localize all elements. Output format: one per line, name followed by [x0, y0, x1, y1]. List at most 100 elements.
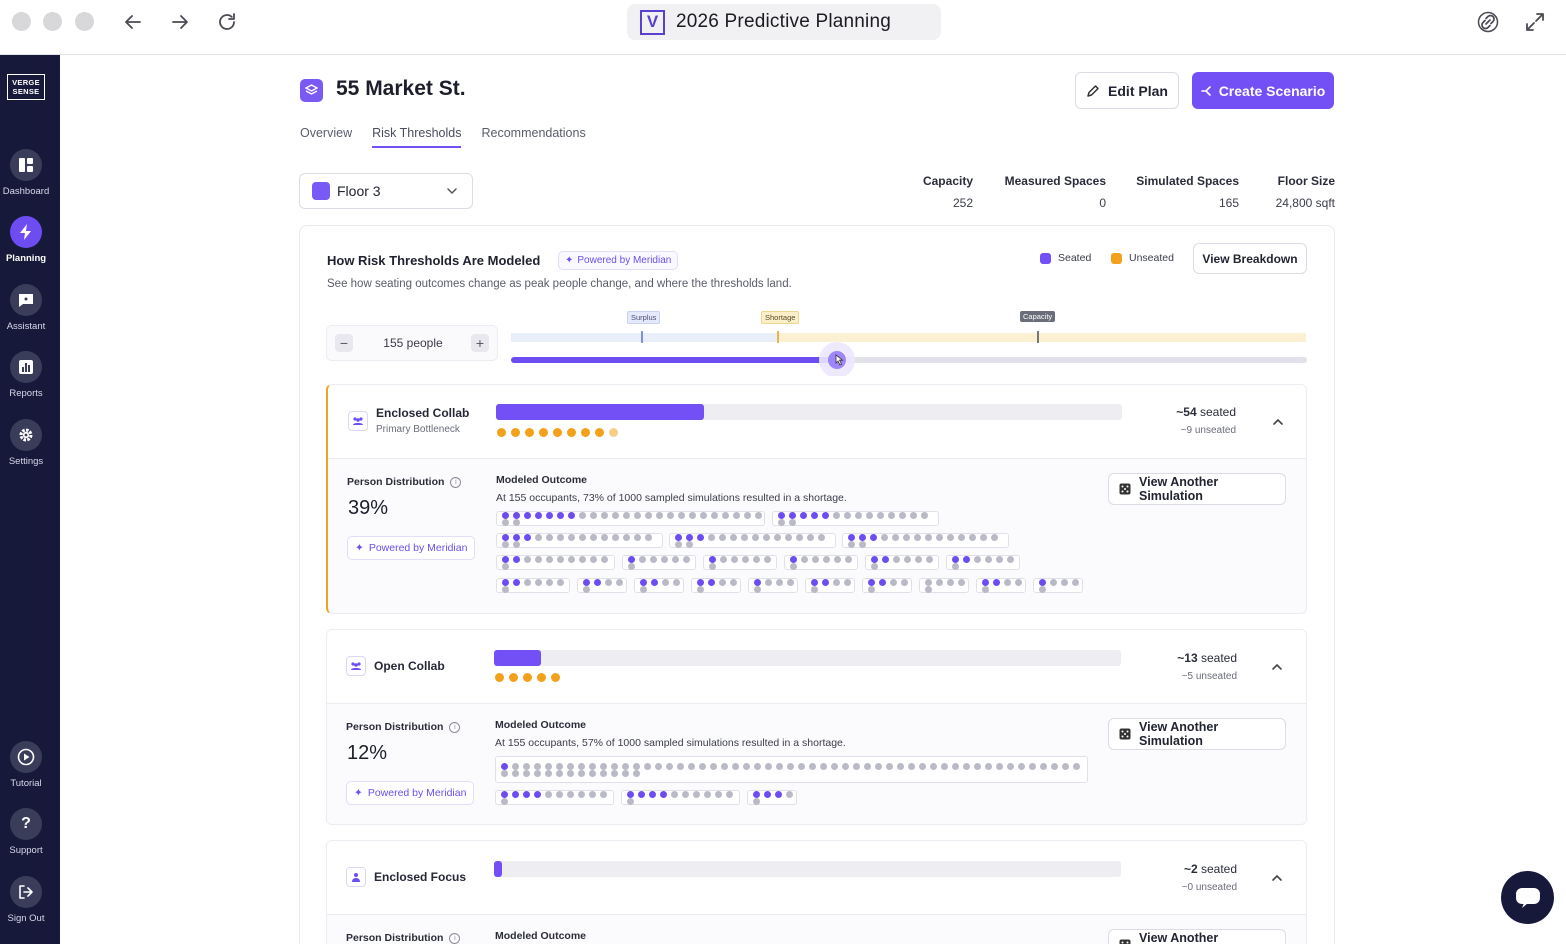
section-header[interactable]: Open Collab ~13 seated ~5 unseated — [327, 630, 1306, 704]
seated-summary: ~2 seated ~0 unseated — [1181, 862, 1237, 893]
chevron-up-icon[interactable] — [1271, 415, 1285, 429]
surplus-zone — [511, 333, 778, 342]
desk-group — [1033, 578, 1083, 593]
tab-risk-thresholds[interactable]: Risk Thresholds — [372, 126, 462, 148]
chevron-up-icon[interactable] — [1270, 871, 1284, 885]
sidebar-item-dashboard[interactable]: Dashboard — [0, 149, 52, 197]
space-section-enclosed-collab: Enclosed Collab Primary Bottleneck ~54 s… — [326, 384, 1307, 614]
person-distribution-value: 12% — [347, 742, 388, 764]
desk-group — [496, 555, 615, 570]
edit-plan-button[interactable]: Edit Plan — [1075, 72, 1179, 109]
tab-recommendations[interactable]: Recommendations — [481, 126, 586, 140]
section-name: Enclosed Focus — [374, 870, 467, 884]
increment-button[interactable]: + — [471, 334, 489, 352]
vergesense-logo: VERGE SENSE — [7, 74, 45, 100]
desk-group — [842, 533, 1009, 548]
main-content: 55 Market St. Edit Plan Create Scenario … — [60, 55, 1566, 944]
site-favicon-icon: V — [640, 9, 665, 35]
section-name: Enclosed Collab — [376, 406, 470, 420]
desk-group — [634, 578, 684, 593]
desk-group — [496, 533, 663, 548]
tab-overview[interactable]: Overview — [300, 126, 353, 140]
back-arrow-icon[interactable] — [119, 8, 147, 36]
expand-icon[interactable] — [1523, 10, 1547, 34]
sidebar-item-assistant[interactable]: Assistant — [0, 284, 52, 332]
info-icon[interactable]: i — [450, 476, 462, 488]
card-title: How Risk Thresholds Are Modeled — [327, 253, 541, 268]
info-icon[interactable]: i — [449, 932, 461, 944]
desk-group — [865, 555, 939, 570]
legend-swatch — [1111, 252, 1122, 264]
view-breakdown-button[interactable]: View Breakdown — [1193, 243, 1307, 274]
space-section-enclosed-focus: Enclosed Focus ~2 seated ~0 unseated Per… — [326, 840, 1307, 944]
page-tab-title: 2026 Predictive Planning — [676, 11, 891, 32]
threshold-slider[interactable] — [510, 306, 1310, 376]
create-scenario-button[interactable]: Create Scenario — [1192, 72, 1334, 109]
modeled-outcome-title: Modeled Outcome — [495, 719, 587, 731]
desk-group — [496, 578, 570, 593]
browser-chrome: V 2026 Predictive Planning — [0, 0, 1566, 55]
sidebar-item-settings[interactable]: Settings — [0, 419, 52, 467]
tab-bar: Overview Risk Thresholds Recommendations — [300, 126, 606, 148]
seated-summary: ~13 seated ~5 unseated — [1177, 651, 1237, 682]
shortage-label: Shortage — [761, 311, 800, 324]
desk-group — [976, 578, 1026, 593]
seated-bar-fill — [496, 404, 704, 420]
unseated-dots — [495, 673, 565, 682]
desk-group — [577, 578, 627, 593]
sidebar-item-label: Planning — [5, 253, 47, 264]
sidebar-item-tutorial[interactable]: Tutorial — [0, 741, 52, 789]
desk-group — [495, 756, 1088, 783]
desk-group — [772, 511, 939, 526]
unseated-dots — [497, 428, 623, 437]
window-close-button[interactable] — [12, 12, 31, 31]
sidebar-item-label: Support — [9, 845, 43, 856]
sidebar-item-support[interactable]: ? Support — [0, 808, 52, 856]
dashboard-icon — [19, 158, 33, 172]
powered-by-badge: ✦ Powered by Meridian — [347, 536, 476, 560]
desk-group — [691, 578, 741, 593]
sidebar-item-reports[interactable]: Reports — [0, 351, 52, 399]
sign-out-icon — [19, 885, 33, 899]
sidebar-item-sign-out[interactable]: Sign Out — [0, 876, 52, 924]
view-another-simulation-button[interactable]: View Another Simulation — [1108, 473, 1286, 505]
sidebar-item-planning[interactable]: Planning — [0, 216, 52, 264]
forward-arrow-icon[interactable] — [166, 8, 194, 36]
sidebar-item-label: Reports — [9, 388, 43, 399]
floor-select[interactable]: Floor 3 — [299, 173, 473, 209]
sparkle-icon: ✦ — [354, 787, 363, 799]
desk-group — [946, 555, 1020, 570]
chat-icon — [19, 294, 33, 307]
section-header[interactable]: Enclosed Collab Primary Bottleneck ~54 s… — [328, 385, 1306, 459]
capacity-label: Capacity — [1020, 311, 1056, 322]
chat-launcher-button[interactable] — [1501, 871, 1554, 924]
dice-icon — [1119, 728, 1131, 740]
sparkle-icon: ✦ — [355, 542, 364, 554]
edit-plan-label: Edit Plan — [1108, 82, 1168, 99]
section-header[interactable]: Enclosed Focus ~2 seated ~0 unseated — [327, 841, 1306, 915]
lightning-icon — [20, 224, 31, 240]
stat-floor-size: Floor Size 24,800 sqft — [1275, 174, 1335, 210]
reload-icon[interactable] — [213, 8, 241, 36]
desk-group — [669, 533, 836, 548]
modeled-outcome-description: At 155 occupants, 57% of 1000 sampled si… — [495, 737, 846, 749]
window-minimize-button[interactable] — [43, 12, 62, 31]
surplus-label: Surplus — [627, 311, 661, 324]
legend-seated: Seated — [1040, 252, 1091, 264]
person-distribution-label: Person Distribution i — [347, 476, 462, 488]
legend-unseated: Unseated — [1111, 252, 1174, 264]
decrement-button[interactable]: − — [335, 334, 353, 352]
chevron-up-icon[interactable] — [1270, 660, 1284, 674]
sidebar-item-label: Dashboard — [2, 186, 50, 197]
view-another-simulation-button[interactable]: View Another Simulation — [1108, 718, 1286, 750]
risk-thresholds-card: How Risk Thresholds Are Modeled ✦ Powered… — [299, 225, 1335, 944]
address-bar[interactable]: V 2026 Predictive Planning — [627, 4, 941, 40]
window-maximize-button[interactable] — [75, 12, 94, 31]
card-subtitle: See how seating outcomes change as peak … — [327, 278, 792, 290]
link-icon[interactable] — [1476, 10, 1500, 34]
view-another-simulation-button[interactable]: View Another Simulation — [1108, 929, 1286, 944]
info-icon[interactable]: i — [449, 721, 461, 733]
seated-bar — [494, 861, 1121, 877]
chart-icon — [19, 360, 33, 374]
dice-icon — [1119, 939, 1131, 944]
